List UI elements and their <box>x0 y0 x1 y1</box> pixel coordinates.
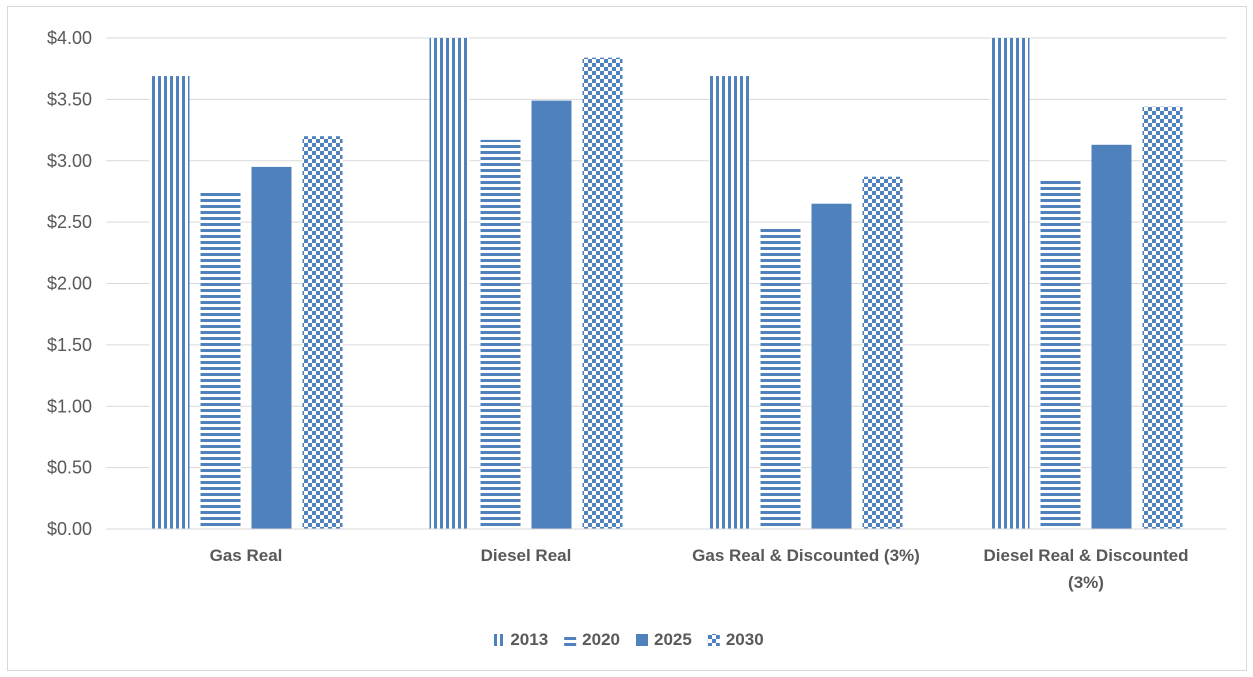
legend-swatch-2025 <box>636 634 648 646</box>
y-tick-label: $1.50 <box>47 335 92 355</box>
y-tick-label: $4.00 <box>47 28 92 48</box>
legend-swatch-2020 <box>564 634 577 646</box>
bar-2020-0 <box>200 192 241 530</box>
legend-swatch-2030 <box>707 634 720 646</box>
y-tick-label: $2.50 <box>47 212 92 232</box>
x-category-label: Gas Real & Discounted (3%) <box>692 546 920 565</box>
y-tick-label: $0.50 <box>47 458 92 478</box>
x-category-label: Diesel Real & Discounted <box>983 546 1188 565</box>
bar-2013-1 <box>429 38 470 529</box>
bar-2020-1 <box>480 139 521 529</box>
legend-label: 2025 <box>654 630 692 649</box>
bar-2030-3 <box>1142 106 1183 530</box>
y-axis-tick-labels: $0.00 $0.50 $1.00 $1.50 $2.00 $2.50 $3.00 $3.50… <box>47 28 92 539</box>
y-tick-label: $2.00 <box>47 274 92 294</box>
bar-2030-1 <box>582 57 623 529</box>
bar-2025-0 <box>251 166 292 529</box>
legend-swatch-2013 <box>492 634 505 646</box>
bar-2013-3 <box>989 38 1030 529</box>
legend-label: 2013 <box>510 630 548 649</box>
x-category-label: Diesel Real <box>481 546 572 565</box>
x-category-label: Gas Real <box>210 546 283 565</box>
bar-2013-0 <box>149 76 190 530</box>
bar-2020-2 <box>760 227 801 529</box>
bar-chart: $0.00 $0.50 $1.00 $1.50 $2.00 $2.50 $3.00 $3.50… <box>47 28 1226 649</box>
bar-2030-0 <box>302 136 343 529</box>
bar-2013-2 <box>709 76 750 530</box>
bar-2025-3 <box>1091 144 1132 530</box>
x-category-label: (3%) <box>1068 573 1104 592</box>
y-tick-label: $0.00 <box>47 519 92 539</box>
x-axis-category-labels: Gas Real Diesel Real Gas Real & Discounted… <box>210 546 1189 592</box>
bar-2025-1 <box>531 100 572 529</box>
bar-2020-3 <box>1040 179 1081 529</box>
y-tick-label: $3.50 <box>47 89 92 109</box>
legend-label: 2020 <box>582 630 620 649</box>
bar-2030-2 <box>862 176 903 529</box>
legend: 2013 2020 2025 2030 <box>492 630 764 649</box>
gridlines <box>106 37 1226 530</box>
legend-label: 2030 <box>726 630 764 649</box>
chart-area: $0.00 $0.50 $1.00 $1.50 $2.00 $2.50 $3.00 $3.50… <box>7 6 1247 671</box>
y-tick-label: $1.00 <box>47 396 92 416</box>
y-tick-label: $3.00 <box>47 151 92 171</box>
bars <box>149 38 1183 530</box>
bar-2025-2 <box>811 203 852 529</box>
